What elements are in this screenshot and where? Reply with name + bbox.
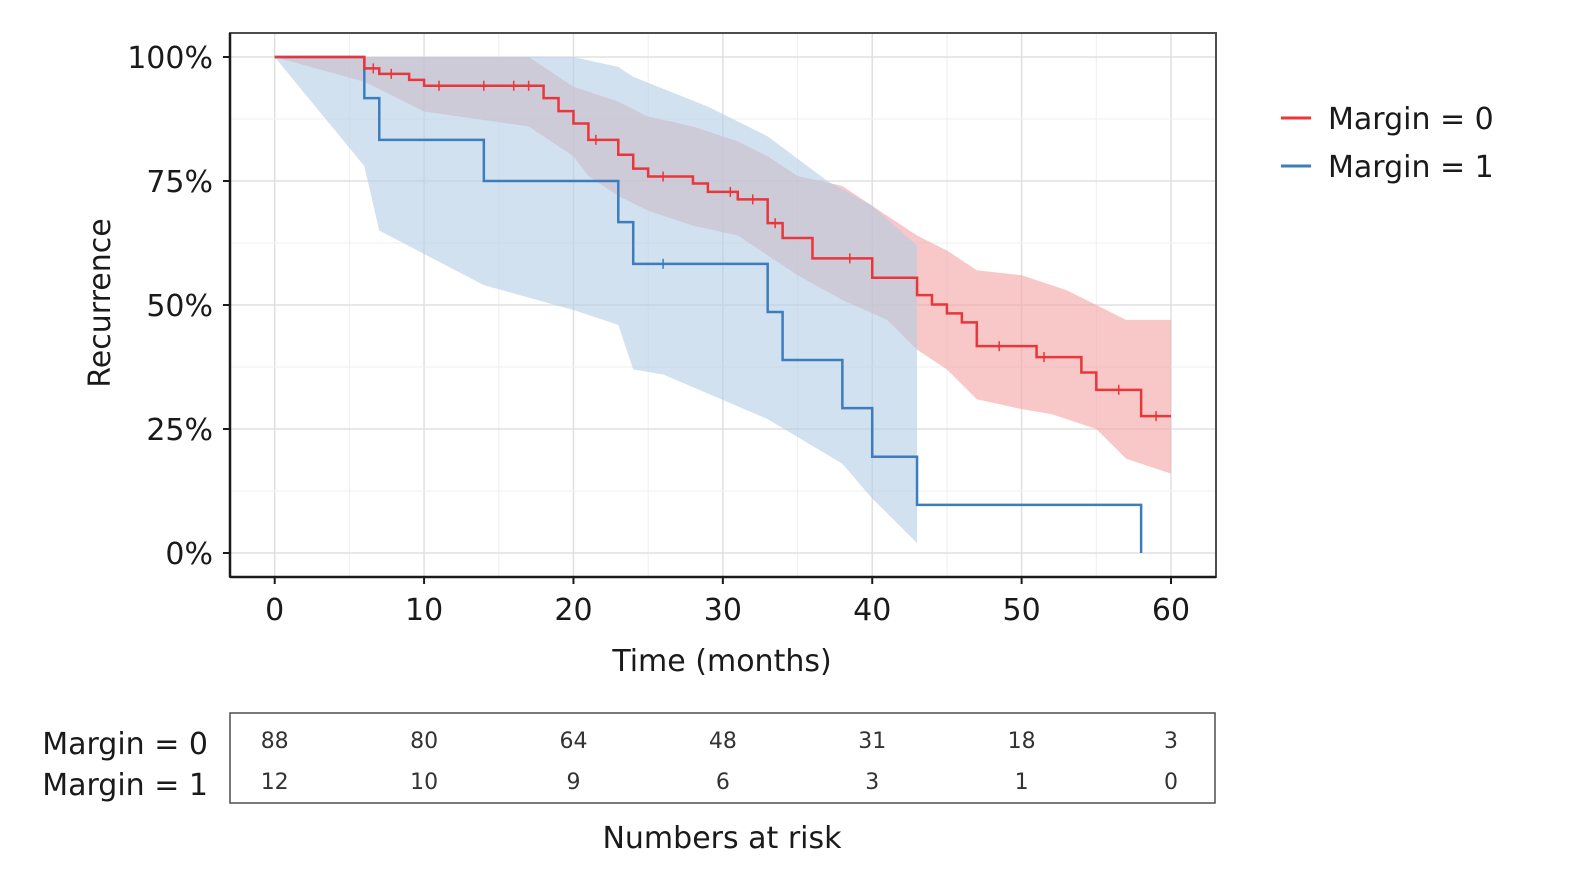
risk-count: 0 [1164, 770, 1178, 795]
risk-count: 3 [1164, 729, 1178, 754]
survival-lines [274, 55, 1171, 553]
axes: 0 10 20 30 40 50 60 0% 25% 50% 75% 100% [127, 33, 1216, 628]
risk-row-label: Margin = 0 [42, 727, 208, 762]
y-axis-title: Recurrence [83, 218, 118, 387]
risk-count: 18 [1008, 729, 1036, 754]
x-tick-label: 30 [704, 593, 742, 628]
risk-count: 3 [865, 770, 879, 795]
risk-count: 10 [410, 770, 438, 795]
legend-label-margin-0: Margin = 0 [1328, 102, 1494, 137]
survival-line-margin-0 [274, 55, 1171, 418]
x-axis-title: Time (months) [611, 644, 831, 679]
legend: Margin = 0 Margin = 1 [1281, 102, 1494, 185]
risk-count: 88 [261, 729, 289, 754]
y-tick-label: 50% [146, 289, 213, 324]
x-tick-label: 60 [1152, 593, 1190, 628]
risk-table: Numbers at risk Margin = 0 88 80 64 48 31 18 3M… [42, 712, 1216, 856]
y-tick-label: 75% [146, 165, 213, 200]
legend-label-margin-1: Margin = 1 [1328, 150, 1494, 185]
y-tick-label: 0% [165, 537, 213, 572]
risk-count: 1 [1015, 770, 1029, 795]
risk-table-frame [229, 712, 1216, 804]
x-tick-label: 40 [853, 593, 891, 628]
x-tick-label: 0 [265, 593, 284, 628]
risk-table-title: Numbers at risk [602, 821, 842, 856]
risk-count: 31 [858, 729, 886, 754]
x-tick-label: 50 [1003, 593, 1041, 628]
risk-count: 6 [716, 770, 730, 795]
risk-row-label: Margin = 1 [42, 768, 208, 803]
risk-count: 12 [261, 770, 289, 795]
ci-band-margin-1 [274, 57, 918, 544]
y-tick-label: 100% [127, 41, 213, 76]
survival-line-margin-1 [274, 55, 1143, 553]
x-tick-label: 10 [405, 593, 443, 628]
confidence-bands [274, 57, 1171, 544]
risk-count: 80 [410, 729, 438, 754]
y-tick-label: 25% [146, 413, 213, 448]
risk-count: 64 [559, 729, 587, 754]
risk-count: 48 [709, 729, 737, 754]
ci-band-margin-0 [274, 57, 1171, 474]
x-tick-label: 20 [554, 593, 592, 628]
risk-count: 9 [566, 770, 580, 795]
